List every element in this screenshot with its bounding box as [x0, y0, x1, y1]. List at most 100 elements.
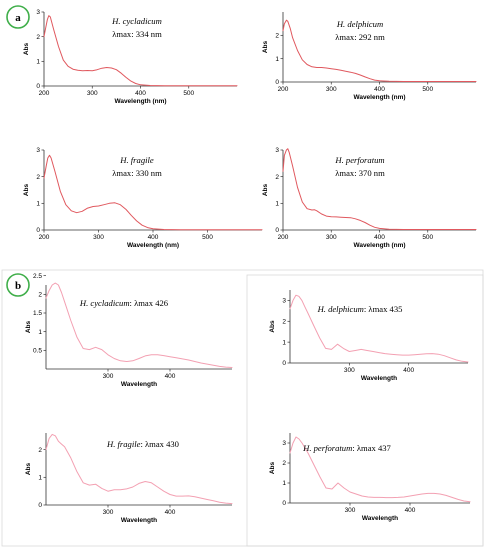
- panel-label-b-text: b: [15, 280, 21, 292]
- lambda-max: : λmax 435: [364, 304, 403, 314]
- y-tick-label: 2: [36, 174, 40, 181]
- x-tick-label: 400: [405, 507, 416, 514]
- chart-7: 300 400 0 1 2 Wavelength Abs H. fragile: λmax 4…: [25, 433, 233, 524]
- x-tick-label: 200: [278, 234, 289, 241]
- y-tick-label: 1: [36, 59, 40, 66]
- y-tick-label: 2: [36, 34, 40, 41]
- y-tick-label: 1: [282, 339, 286, 346]
- y-axis-title: Abs: [269, 461, 276, 474]
- sample-annotation: H. delphicum: λmax 435: [317, 304, 403, 314]
- panel-b-divider: [246, 274, 484, 547]
- sample-name: H. delphicum: [336, 19, 383, 29]
- x-tick-label: 300: [87, 90, 98, 97]
- x-tick-label: 200: [39, 234, 50, 241]
- sample-name: H. perforatum: [302, 443, 352, 453]
- panel-label-a-text: a: [15, 12, 21, 24]
- y-axis-title: Abs: [262, 40, 269, 53]
- sample-name: H. delphicum: [317, 304, 364, 314]
- x-axis-title: Wavelength (nm): [114, 98, 166, 105]
- sample-name: H. fragile: [106, 439, 141, 449]
- x-tick-label: 300: [344, 367, 355, 374]
- y-tick-label: 1.5: [33, 310, 42, 317]
- panel-label-b-circle: [6, 273, 30, 297]
- chart-8: 300 400 0 1 2 3 Wavelength Abs H. perforatum: λm…: [269, 433, 471, 522]
- x-tick-label: 400: [374, 234, 385, 241]
- y-tick-label: 3: [282, 298, 286, 305]
- panel-label-a: a: [6, 5, 30, 29]
- x-axis-title: Wavelength: [362, 515, 398, 522]
- x-tick-label: 300: [103, 509, 114, 516]
- chart-6: 300 400 0 1 2 3 Wavelength Abs H. delphicum: λma…: [269, 290, 469, 382]
- y-tick-label: 2: [38, 447, 42, 454]
- x-tick-label: 300: [103, 373, 114, 380]
- chart-1: 200 300 400 500 0 1 2 3 Wavelength (nm) Abs H. cyc…: [23, 9, 238, 105]
- spectrum-line: [282, 19, 477, 82]
- x-tick-label: 500: [183, 90, 194, 97]
- lambda-max: : λmax 430: [140, 439, 179, 449]
- x-axis-title: Wavelength: [121, 517, 157, 524]
- y-tick-label: 0: [275, 227, 279, 234]
- x-tick-label: 500: [422, 234, 433, 241]
- y-tick-label: 1: [282, 480, 286, 487]
- y-tick-label: 0.5: [33, 348, 42, 355]
- spectrum-line: [45, 282, 233, 368]
- spectrum-line: [289, 436, 471, 503]
- y-axis-title: Abs: [23, 183, 30, 196]
- y-tick-label: 1: [38, 475, 42, 482]
- x-tick-label: 300: [345, 507, 356, 514]
- x-axis-title: Wavelength: [121, 381, 157, 388]
- sample-name: H. fragile: [119, 155, 154, 165]
- y-tick-label: 0: [275, 79, 279, 86]
- y-tick-label: 3: [36, 147, 40, 154]
- x-axis-title: Wavelength (nm): [353, 94, 405, 101]
- y-tick-label: 2: [275, 174, 279, 181]
- x-tick-label: 300: [326, 234, 337, 241]
- sample-name: H. cycladicum: [111, 16, 162, 26]
- sample-name: H. cycladicum: [79, 298, 130, 308]
- lambda-max: λmax: 292 nm: [335, 32, 385, 42]
- y-tick-label: 3: [36, 9, 40, 16]
- x-tick-label: 400: [165, 509, 176, 516]
- panel-label-b: b: [6, 273, 30, 297]
- y-axis-title: Abs: [262, 183, 269, 196]
- x-tick-label: 300: [93, 234, 104, 241]
- sample-annotation: H. fragile: λmax 430: [106, 439, 179, 449]
- y-tick-label: 3: [282, 440, 286, 447]
- sample-annotation: H. perforatum: λmax 437: [302, 443, 391, 453]
- y-tick-label: 0: [282, 500, 286, 507]
- spectrum-line: [45, 433, 233, 505]
- x-axis-title: Wavelength (nm): [353, 242, 405, 249]
- y-axis-title: Abs: [269, 320, 276, 333]
- chart-5: 300 400 0.5 1 1.5 2 2.5 Wavelength Abs H. cycladi…: [25, 273, 233, 388]
- chart-2: 200 300 400 500 0 1 2 Wavelength (nm) Abs H. delp…: [262, 12, 477, 101]
- y-tick-label: 2: [282, 460, 286, 467]
- x-tick-label: 400: [148, 234, 159, 241]
- x-tick-label: 500: [422, 86, 433, 93]
- spectrum-line: [43, 15, 238, 87]
- x-tick-label: 400: [374, 86, 385, 93]
- y-axis-title: Abs: [25, 320, 32, 333]
- y-tick-label: 0: [282, 360, 286, 367]
- y-tick-label: 0: [36, 227, 40, 234]
- x-axis-title: Wavelength (nm): [127, 242, 179, 249]
- y-axis-title: Abs: [23, 42, 30, 55]
- y-axis-title: Abs: [25, 462, 32, 475]
- panel-label-a-circle: [6, 5, 30, 29]
- spectrum-line: [282, 148, 477, 230]
- spectrum-line: [43, 154, 263, 231]
- y-tick-label: 2: [38, 292, 42, 299]
- y-tick-label: 2: [275, 33, 279, 40]
- lambda-max: λmax: 334 nm: [112, 29, 162, 39]
- y-tick-label: 2.5: [33, 273, 42, 280]
- chart-4: 200 300 400 500 0 1 2 3 Wavelength (nm) Abs H. per…: [262, 147, 477, 249]
- x-tick-label: 200: [278, 86, 289, 93]
- x-tick-label: 400: [135, 90, 146, 97]
- chart-3: 200 300 400 500 0 1 2 3 Wavelength (nm) Abs H. fra…: [23, 147, 263, 249]
- y-tick-label: 0: [38, 502, 42, 509]
- x-tick-label: 300: [326, 86, 337, 93]
- y-tick-label: 1: [275, 201, 279, 208]
- x-tick-label: 500: [202, 234, 213, 241]
- x-tick-label: 400: [165, 373, 176, 380]
